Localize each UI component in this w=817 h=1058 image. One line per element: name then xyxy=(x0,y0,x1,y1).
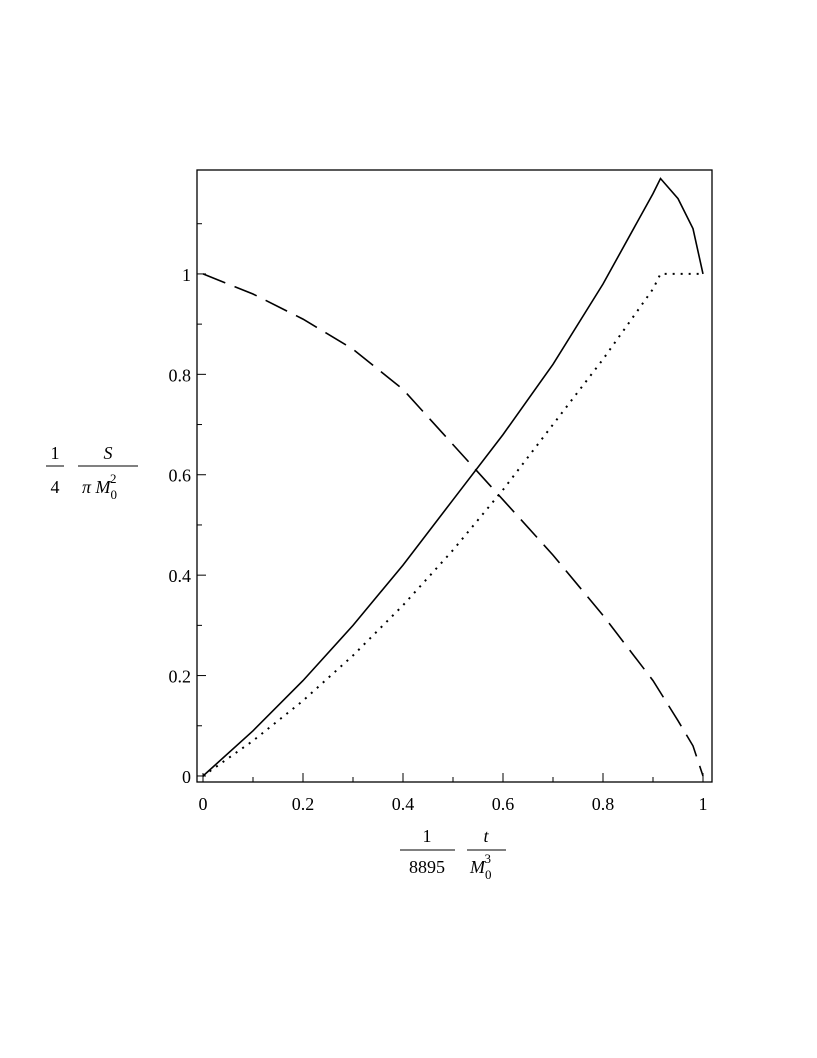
x-frac-num: t xyxy=(483,826,489,846)
plot-frame xyxy=(196,169,713,783)
y-frac-num: S xyxy=(104,443,113,463)
y-coef-num: 1 xyxy=(51,443,60,463)
series-line xyxy=(202,177,704,777)
y-frac-den-base: π M xyxy=(82,477,112,497)
y-frac-den-sub: 0 xyxy=(111,487,118,502)
x-label: 1 8895 t M03 xyxy=(400,826,506,882)
y-tick-label: 0.4 xyxy=(169,566,192,586)
x-tick-label: 0.4 xyxy=(392,794,415,814)
y-tick-label: 0 xyxy=(182,767,191,787)
y-tick-label: 1 xyxy=(182,265,191,285)
x-tick-label: 0.6 xyxy=(492,794,515,814)
x-frac-den: M03 xyxy=(469,851,492,882)
x-coef-den: 8895 xyxy=(409,857,445,877)
x-tick-label: 0.2 xyxy=(292,794,315,814)
x-tick-label: 1 xyxy=(699,794,708,814)
series-line xyxy=(202,273,704,777)
y-frac-den: π M02 xyxy=(82,471,117,502)
x-frac-den-sup: 3 xyxy=(485,851,492,866)
x-frac-den-sub: 0 xyxy=(485,867,492,882)
y-tick-label: 0.8 xyxy=(169,365,192,385)
y-coef-den: 4 xyxy=(51,477,60,497)
y-label: 1 4 S π M02 xyxy=(46,443,138,502)
y-tick-label: 0.2 xyxy=(169,667,192,687)
x-tick-label: 0.8 xyxy=(592,794,615,814)
y-frac-den-sup: 2 xyxy=(110,471,117,486)
x-frac-den-base: M xyxy=(469,857,486,877)
y-tick-label: 0.6 xyxy=(169,466,192,486)
x-tick-label: 0 xyxy=(199,794,208,814)
x-coef-num: 1 xyxy=(423,826,432,846)
series-line xyxy=(202,272,703,777)
